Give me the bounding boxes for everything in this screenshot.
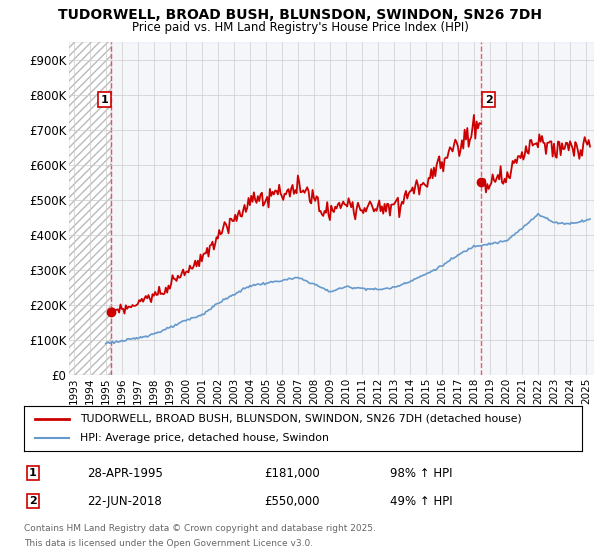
Text: £181,000: £181,000 <box>264 466 320 480</box>
Text: 2: 2 <box>485 95 493 105</box>
Text: This data is licensed under the Open Government Licence v3.0.: This data is licensed under the Open Gov… <box>24 539 313 548</box>
Text: 22-JUN-2018: 22-JUN-2018 <box>87 494 162 508</box>
Text: Contains HM Land Registry data © Crown copyright and database right 2025.: Contains HM Land Registry data © Crown c… <box>24 524 376 533</box>
Text: Price paid vs. HM Land Registry's House Price Index (HPI): Price paid vs. HM Land Registry's House … <box>131 21 469 34</box>
Text: 49% ↑ HPI: 49% ↑ HPI <box>390 494 452 508</box>
Text: 2: 2 <box>29 496 37 506</box>
Text: TUDORWELL, BROAD BUSH, BLUNSDON, SWINDON, SN26 7DH: TUDORWELL, BROAD BUSH, BLUNSDON, SWINDON… <box>58 8 542 22</box>
Text: £550,000: £550,000 <box>264 494 320 508</box>
Text: 98% ↑ HPI: 98% ↑ HPI <box>390 466 452 480</box>
Text: 28-APR-1995: 28-APR-1995 <box>87 466 163 480</box>
Bar <box>111 42 594 375</box>
Text: HPI: Average price, detached house, Swindon: HPI: Average price, detached house, Swin… <box>80 433 329 444</box>
Text: TUDORWELL, BROAD BUSH, BLUNSDON, SWINDON, SN26 7DH (detached house): TUDORWELL, BROAD BUSH, BLUNSDON, SWINDON… <box>80 413 521 423</box>
Text: 1: 1 <box>101 95 109 105</box>
Text: 1: 1 <box>29 468 37 478</box>
